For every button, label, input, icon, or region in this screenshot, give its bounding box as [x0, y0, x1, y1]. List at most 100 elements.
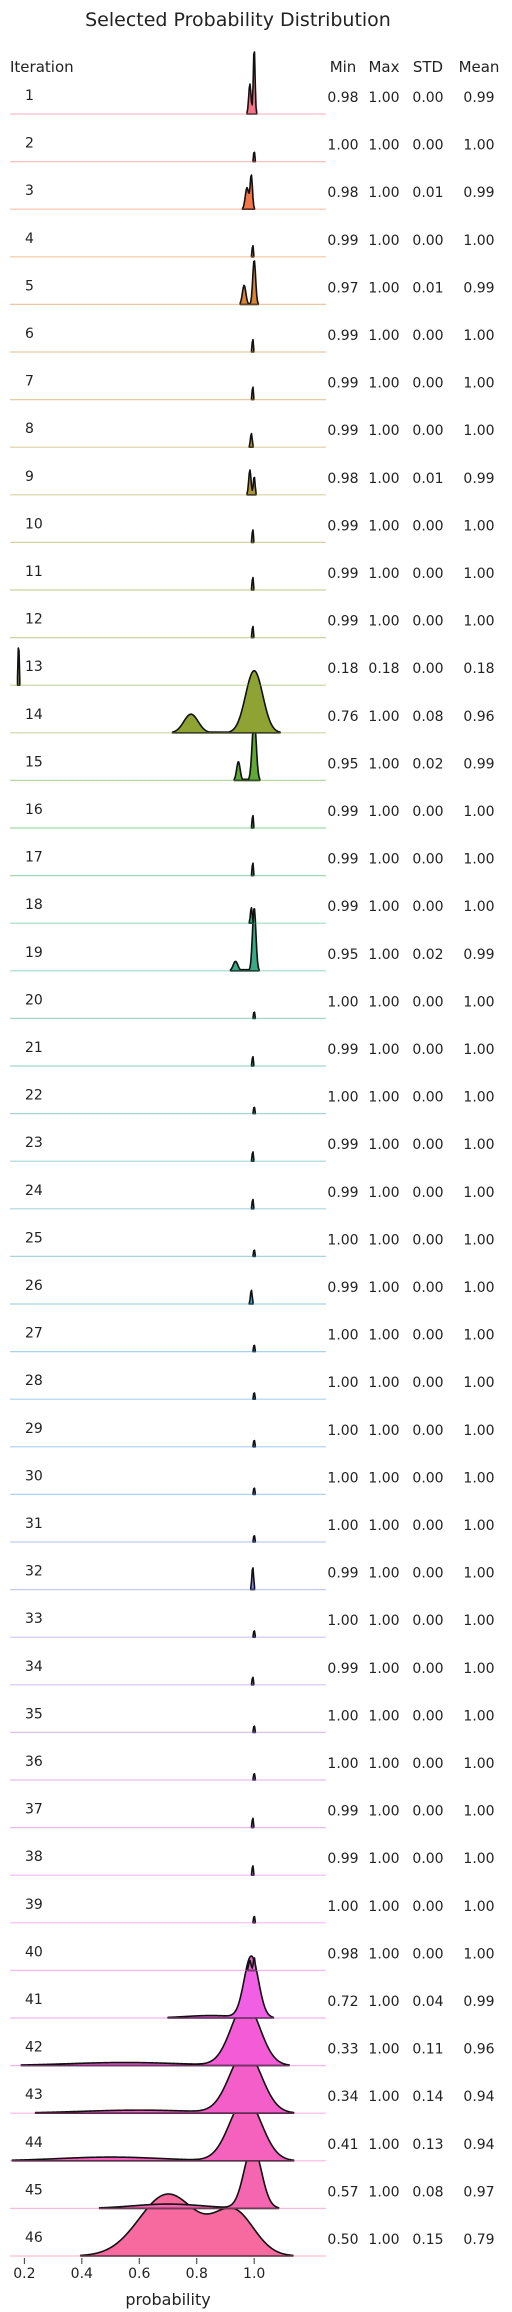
max-value: 1.00 [368, 2184, 399, 2200]
mean-value: 0.96 [463, 2042, 494, 2058]
density-area-24 [250, 1198, 255, 1210]
std-value: 0.00 [412, 852, 443, 868]
ridge-row-14: 14 0.76 1.00 0.08 0.96 [10, 670, 495, 734]
std-value: 0.00 [412, 899, 443, 915]
min-value: 1.00 [327, 138, 358, 154]
density-area-35 [252, 1725, 257, 1734]
std-value: 0.00 [412, 1042, 443, 1058]
ridge-row-5: 5 0.97 1.00 0.01 0.99 [10, 260, 495, 306]
density-area-10 [250, 529, 255, 544]
density-area-18 [248, 906, 254, 924]
min-value: 0.98 [327, 1946, 358, 1962]
density-area-20 [252, 1011, 257, 1020]
iteration-label: 44 [25, 2135, 43, 2151]
x-tick-label: 0.2 [13, 2266, 35, 2282]
mean-value: 0.79 [463, 2232, 494, 2248]
std-value: 0.14 [412, 2089, 443, 2105]
ridge-row-31: 31 1.00 1.00 0.00 1.00 [10, 1516, 495, 1543]
density-area-4 [250, 244, 255, 258]
std-value: 0.00 [412, 1946, 443, 1962]
std-value: 0.00 [412, 90, 443, 106]
iteration-label: 24 [25, 1183, 43, 1199]
iteration-label: 19 [25, 945, 43, 961]
std-value: 0.00 [412, 138, 443, 154]
iteration-label: 5 [25, 278, 34, 294]
ridge-row-25: 25 1.00 1.00 0.00 1.00 [10, 1230, 495, 1258]
density-area-31 [252, 1535, 257, 1543]
min-value: 1.00 [327, 1232, 358, 1248]
max-value: 1.00 [368, 756, 399, 772]
mean-value: 0.99 [463, 1994, 494, 2010]
std-value: 0.00 [412, 1185, 443, 1201]
mean-value: 1.00 [463, 566, 494, 582]
ridge-row-36: 36 1.00 1.00 0.00 1.00 [10, 1754, 495, 1781]
density-area-23 [250, 1151, 255, 1162]
mean-value: 1.00 [463, 1661, 494, 1677]
ridge-row-34: 34 0.99 1.00 0.00 1.00 [10, 1659, 495, 1686]
mean-value: 1.00 [463, 233, 494, 249]
x-tick-label: 0.6 [128, 2266, 150, 2282]
std-value: 0.08 [412, 2184, 443, 2200]
ridge-row-30: 30 1.00 1.00 0.00 1.00 [10, 1468, 495, 1496]
density-area-21 [250, 1055, 255, 1067]
min-value: 1.00 [327, 1423, 358, 1439]
iteration-label: 35 [25, 1706, 43, 1722]
ridge-row-6: 6 0.99 1.00 0.00 1.00 [10, 326, 495, 353]
iteration-label: 37 [25, 1802, 43, 1818]
iteration-label: 32 [25, 1564, 43, 1580]
ridge-row-23: 23 0.99 1.00 0.00 1.00 [10, 1135, 495, 1162]
max-value: 1.00 [368, 2089, 399, 2105]
max-value: 1.00 [368, 709, 399, 725]
min-value: 1.00 [327, 1470, 358, 1486]
std-value: 0.11 [412, 2042, 443, 2058]
mean-value: 0.99 [463, 947, 494, 963]
iteration-label: 1 [25, 88, 34, 104]
iteration-label: 34 [25, 1659, 43, 1675]
ridge-row-35: 35 1.00 1.00 0.00 1.00 [10, 1706, 495, 1734]
max-value: 1.00 [368, 2232, 399, 2248]
mean-value: 1.00 [463, 1804, 494, 1820]
min-value: 0.99 [327, 614, 358, 630]
std-value: 0.00 [412, 1328, 443, 1344]
iteration-label: 39 [25, 1897, 43, 1913]
ridge-row-7: 7 0.99 1.00 0.00 1.00 [10, 374, 495, 401]
x-tick-label: 0.4 [71, 2266, 93, 2282]
iteration-label: 33 [25, 1611, 43, 1627]
iteration-label: 15 [25, 754, 43, 770]
min-value: 1.00 [327, 1708, 358, 1724]
density-area-15 [233, 717, 261, 782]
ridge-row-22: 22 1.00 1.00 0.00 1.00 [10, 1088, 495, 1115]
max-value: 1.00 [368, 2042, 399, 2058]
max-value: 1.00 [368, 90, 399, 106]
max-value: 1.00 [368, 138, 399, 154]
iteration-label: 31 [25, 1516, 43, 1532]
ridge-row-46: 46 0.50 1.00 0.15 0.79 [10, 2193, 495, 2257]
min-value: 0.99 [327, 852, 358, 868]
iteration-label: 10 [25, 516, 43, 532]
min-value: 0.99 [327, 233, 358, 249]
mean-value: 1.00 [463, 376, 494, 392]
max-value: 1.00 [368, 804, 399, 820]
iteration-label: 38 [25, 1849, 43, 1865]
mean-value: 1.00 [463, 423, 494, 439]
max-value: 1.00 [368, 1470, 399, 1486]
density-area-9 [246, 469, 257, 496]
ridge-row-18: 18 0.99 1.00 0.00 1.00 [10, 897, 495, 924]
max-value: 1.00 [368, 1994, 399, 2010]
mean-value: 1.00 [463, 614, 494, 630]
mean-value: 0.94 [463, 2089, 494, 2105]
min-value: 0.99 [327, 1804, 358, 1820]
ridge-row-11: 11 0.99 1.00 0.00 1.00 [10, 564, 495, 591]
density-area-34 [250, 1676, 255, 1686]
mean-value: 0.18 [463, 661, 494, 677]
density-area-22 [252, 1106, 257, 1115]
std-value: 0.00 [412, 614, 443, 630]
density-area-1 [246, 51, 258, 115]
min-value: 0.41 [327, 2137, 358, 2153]
ridge-row-13: 13 0.18 0.18 0.00 0.18 [10, 647, 495, 686]
iteration-label: 18 [25, 897, 43, 913]
min-value: 0.99 [327, 518, 358, 534]
density-area-40 [246, 1957, 257, 1972]
mean-value: 1.00 [463, 804, 494, 820]
density-area-41 [167, 1955, 275, 2019]
